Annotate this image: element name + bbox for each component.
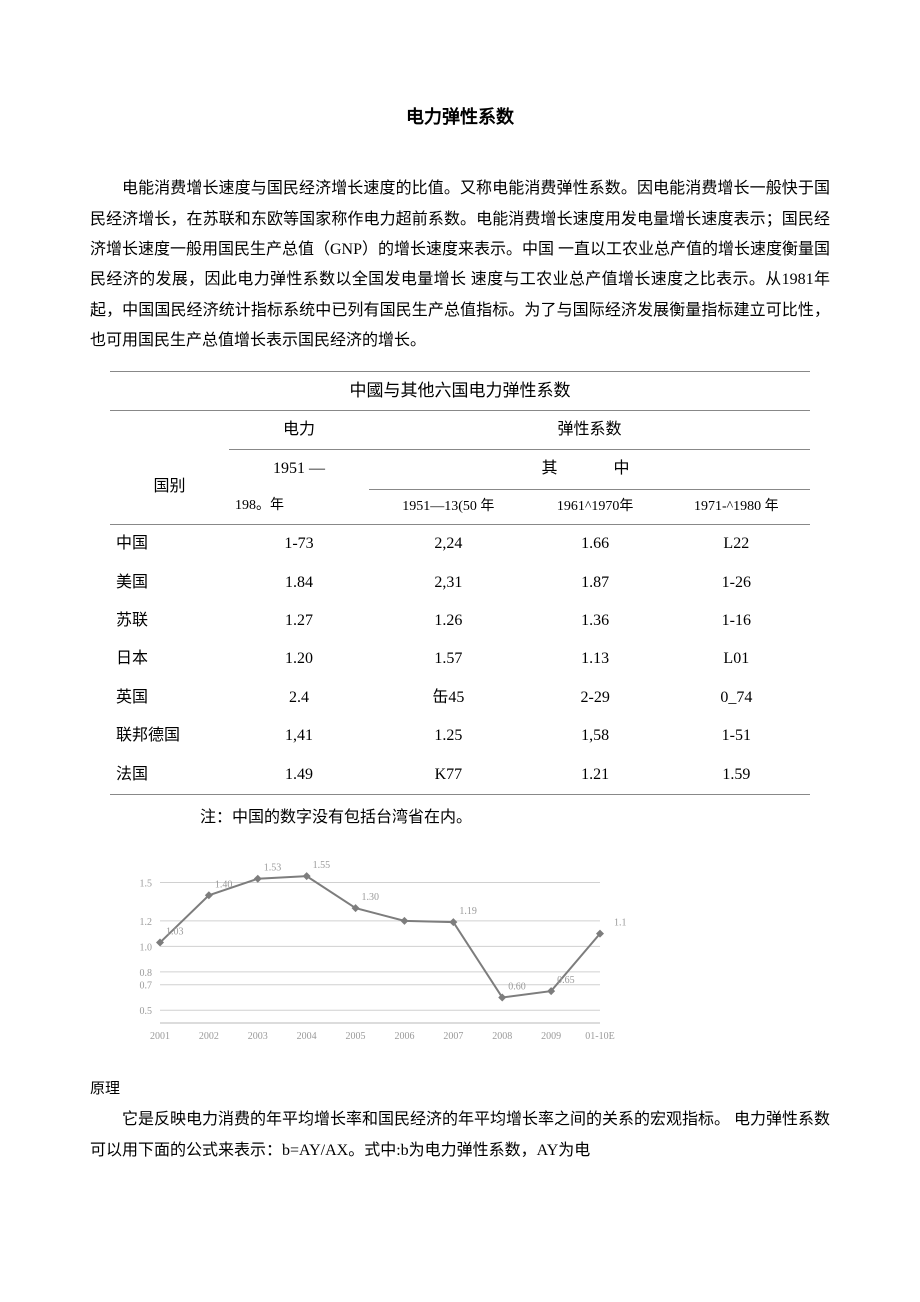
col-sub1: 1951—13(50 年 xyxy=(369,489,528,525)
svg-text:2003: 2003 xyxy=(248,1031,268,1042)
table-cell: 2,31 xyxy=(369,564,528,602)
svg-text:2001: 2001 xyxy=(150,1031,170,1042)
table-cell: 中国 xyxy=(110,525,229,564)
table-caption: 中國与其他六国电力弹性系数 xyxy=(110,371,810,411)
table-cell: 1.84 xyxy=(229,564,369,602)
svg-text:1.40: 1.40 xyxy=(215,880,233,891)
table-cell: 1-16 xyxy=(663,602,810,640)
table-cell: 1.87 xyxy=(528,564,663,602)
table-cell: 1-26 xyxy=(663,564,810,602)
intro-paragraph: 电能消费增长速度与国民经济增长速度的比值。又称电能消费弹性系数。因电能消费增长一… xyxy=(90,174,830,356)
svg-text:2008: 2008 xyxy=(492,1031,512,1042)
table-row: 美国1.842,311.871-26 xyxy=(110,564,810,602)
table-cell: 1.20 xyxy=(229,640,369,678)
col-sub2: 1961^1970年 xyxy=(528,489,663,525)
svg-text:2006: 2006 xyxy=(394,1031,414,1042)
table-cell: 1.49 xyxy=(229,756,369,795)
header-coeff: 弹性系数 xyxy=(369,411,810,450)
svg-text:2009: 2009 xyxy=(541,1031,561,1042)
table-cell: K77 xyxy=(369,756,528,795)
svg-text:2005: 2005 xyxy=(346,1031,366,1042)
svg-text:0.5: 0.5 xyxy=(140,1007,153,1018)
table-cell: 1.27 xyxy=(229,602,369,640)
table-row: 联邦德国1,411.251,581-51 xyxy=(110,717,810,755)
table-cell: 1-51 xyxy=(663,717,810,755)
table-cell: 1.21 xyxy=(528,756,663,795)
table-cell: 缶45 xyxy=(369,679,528,717)
svg-text:1.5: 1.5 xyxy=(140,879,153,890)
svg-text:0.65: 0.65 xyxy=(557,975,575,986)
table-cell: 1.26 xyxy=(369,602,528,640)
elasticity-table-wrap: 中國与其他六国电力弹性系数 电力 弹性系数 国别 1951 — 其 中 198。… xyxy=(110,371,810,834)
svg-text:1.0: 1.0 xyxy=(140,943,153,954)
table-cell: 2.4 xyxy=(229,679,369,717)
svg-text:1.1: 1.1 xyxy=(614,918,627,929)
table-cell: 2,24 xyxy=(369,525,528,564)
table-cell: 1.66 xyxy=(528,525,663,564)
col-subgroup: 其 中 xyxy=(369,450,810,489)
svg-text:2002: 2002 xyxy=(199,1031,219,1042)
svg-text:1.2: 1.2 xyxy=(140,917,153,928)
svg-text:0.8: 0.8 xyxy=(140,968,153,979)
table-row: 英国2.4缶452-290_74 xyxy=(110,679,810,717)
section-heading-principle: 原理 xyxy=(90,1075,830,1104)
table-cell: 1.36 xyxy=(528,602,663,640)
table-cell: 法国 xyxy=(110,756,229,795)
table-cell: 0_74 xyxy=(663,679,810,717)
svg-text:0.7: 0.7 xyxy=(140,981,153,992)
table-cell: L22 xyxy=(663,525,810,564)
svg-text:1.19: 1.19 xyxy=(459,906,477,917)
table-row: 法国1.49K771.211.59 xyxy=(110,756,810,795)
elasticity-table: 电力 弹性系数 国别 1951 — 其 中 198。年 1951—13(50 年… xyxy=(110,411,810,795)
table-row: 中国1-732,241.66L22 xyxy=(110,525,810,564)
table-cell: 美国 xyxy=(110,564,229,602)
svg-text:0.60: 0.60 xyxy=(508,982,526,993)
col-country: 国别 xyxy=(110,450,229,525)
svg-text:1.55: 1.55 xyxy=(313,860,331,871)
svg-text:1.03: 1.03 xyxy=(166,927,184,938)
col-period-bottom: 198。年 xyxy=(229,489,369,525)
elasticity-line-chart: 0.5 0.7 0.8 1.0 1.2 1.5 2001 2002 2003 2004 2005 20… xyxy=(110,843,810,1064)
table-cell: 联邦德国 xyxy=(110,717,229,755)
table-cell: 1,41 xyxy=(229,717,369,755)
principle-paragraph: 它是反映电力消费的年平均增长率和国民经济的年平均增长率之间的关系的宏观指标。 电… xyxy=(90,1105,830,1166)
svg-text:1.30: 1.30 xyxy=(362,892,380,903)
table-cell: 1-73 xyxy=(229,525,369,564)
table-cell: 日本 xyxy=(110,640,229,678)
svg-text:2004: 2004 xyxy=(297,1031,317,1042)
svg-text:01-10E: 01-10E xyxy=(585,1031,614,1042)
header-electric: 电力 xyxy=(229,411,369,450)
col-period-top: 1951 — xyxy=(229,450,369,489)
table-row: 日本1.201.571.13L01 xyxy=(110,640,810,678)
col-sub3: 1971-^1980 年 xyxy=(663,489,810,525)
table-cell: 2-29 xyxy=(528,679,663,717)
table-cell: 1.59 xyxy=(663,756,810,795)
svg-text:1.53: 1.53 xyxy=(264,863,282,874)
svg-text:2007: 2007 xyxy=(443,1031,463,1042)
table-cell: 英国 xyxy=(110,679,229,717)
page-title: 电力弹性系数 xyxy=(90,100,830,134)
table-cell: 苏联 xyxy=(110,602,229,640)
table-cell: 1,58 xyxy=(528,717,663,755)
table-row: 苏联1.271.261.361-16 xyxy=(110,602,810,640)
table-cell: 1.13 xyxy=(528,640,663,678)
table-cell: L01 xyxy=(663,640,810,678)
table-cell: 1.25 xyxy=(369,717,528,755)
table-note: 注：中国的数字没有包括台湾省在内。 xyxy=(200,803,810,833)
table-cell: 1.57 xyxy=(369,640,528,678)
